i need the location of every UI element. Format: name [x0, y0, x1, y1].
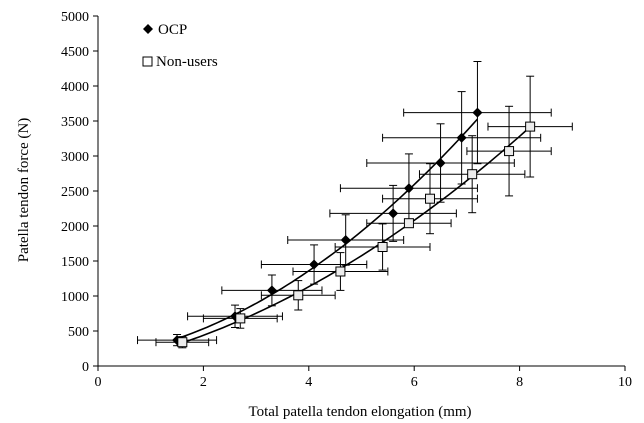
data-point-ocp: [388, 208, 399, 219]
y-tick-label: 1500: [61, 255, 89, 270]
fit-curve-ocp: [176, 118, 478, 340]
y-axis-label: Patella tendon force (N): [16, 118, 32, 263]
legend-marker-ocp: [143, 24, 153, 34]
data-point-ocp: [266, 285, 277, 296]
data-point-non-users: [177, 337, 188, 348]
data-point-ocp: [472, 107, 483, 118]
markers: [172, 107, 536, 348]
y-tick-label: 0: [82, 360, 89, 375]
data-point-non-users: [403, 218, 414, 229]
data-point-non-users: [235, 313, 246, 324]
y-tick-label: 3000: [61, 150, 89, 165]
x-tick-label: 0: [95, 375, 102, 390]
legend-label-ocp: OCP: [158, 22, 187, 38]
legend-marker-non-users: [142, 56, 153, 67]
legend-item-ocp: OCP: [143, 22, 187, 38]
data-point-ocp: [340, 235, 351, 245]
y-tick-label: 2000: [61, 220, 89, 235]
data-point-non-users: [293, 290, 304, 301]
data-point-ocp: [309, 259, 320, 270]
x-tick-label: 8: [516, 375, 523, 390]
y-tick-label: 2500: [61, 185, 89, 200]
y-tick-label: 500: [68, 325, 89, 340]
y-tick-label: 1000: [61, 290, 89, 305]
data-point-non-users: [377, 242, 388, 252]
x-tick-label: 4: [305, 375, 312, 390]
data-point-non-users: [467, 169, 478, 180]
data-point-non-users: [525, 121, 536, 132]
legend: OCP Non-users: [142, 22, 218, 70]
legend-item-non-users: Non-users: [142, 54, 218, 70]
data-point-non-users: [425, 193, 436, 204]
data-point-non-users: [335, 266, 346, 277]
y-ticks: 0 500 1000 1500 2000 2500 3000 3500 4000 4500 5000: [61, 10, 98, 375]
y-tick-label: 4500: [61, 45, 89, 60]
x-tick-label: 2: [200, 375, 207, 390]
y-tick-label: 5000: [61, 10, 89, 25]
data-point-non-users: [504, 146, 515, 157]
x-tick-label: 10: [618, 375, 632, 390]
y-tick-label: 4000: [61, 80, 89, 95]
data-point-ocp: [456, 132, 467, 143]
data-point-ocp: [435, 158, 446, 168]
x-ticks: 0 2 4 6 8 10: [95, 366, 632, 390]
plot-area: 0 2 4 6 8 10 0 500 1000 1500 2000 2500 3000 3500 4000…: [61, 10, 632, 390]
legend-label-non-users: Non-users: [156, 54, 218, 70]
x-tick-label: 6: [411, 375, 418, 390]
error-bars: [137, 61, 573, 349]
x-axis-label: Total patella tendon elongation (mm): [248, 404, 471, 420]
y-tick-label: 3500: [61, 115, 89, 130]
data-point-ocp: [403, 183, 414, 194]
